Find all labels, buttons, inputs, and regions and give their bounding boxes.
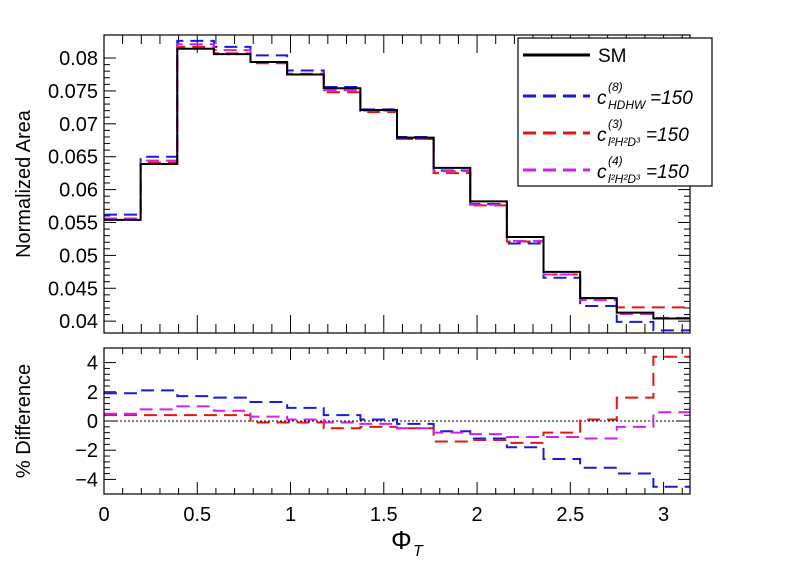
y-tick-label: −4 — [75, 469, 98, 491]
x-axis-title: Φ T — [391, 525, 424, 560]
svg-text:(8): (8) — [608, 80, 623, 94]
ratio-y-ticks: −4 −2 0 2 4 — [75, 353, 690, 491]
svg-text:c: c — [597, 88, 607, 109]
svg-text:l²H²D³: l²H²D³ — [608, 172, 641, 186]
main-y-ticks: 0.04 0.045 0.05 0.055 0.06 0.065 0.07 0.075 0.08 — [48, 48, 690, 333]
y-tick-label: 0 — [87, 411, 98, 433]
svg-text:T: T — [413, 543, 424, 560]
y-tick-label: 0.065 — [48, 147, 98, 169]
legend-box — [517, 37, 713, 187]
y-tick-label: −2 — [75, 440, 98, 462]
legend-label-l2h2d3-4: c (4) l²H²D³ =150 — [597, 154, 689, 186]
ratio-ylabel: % Difference — [13, 364, 35, 478]
main-panel: 0.04 0.045 0.05 0.055 0.06 0.065 0.07 0.075 0.08… — [13, 34, 691, 334]
y-tick-label: 0.06 — [59, 180, 98, 202]
svg-text:c: c — [597, 162, 607, 183]
main-ylabel: Normalized Area — [13, 109, 35, 258]
legend: SM c (8) HDHW =150 c (3) l²H²D³ =150 c (… — [517, 37, 713, 187]
y-tick-label: 2 — [87, 382, 98, 404]
legend-label-l2h2d3-3: c (3) l²H²D³ =150 — [597, 117, 689, 149]
ratio-x-ticks: 0 0.5 1 1.5 2 2.5 3 — [98, 348, 683, 526]
y-tick-label: 0.08 — [59, 48, 98, 70]
ratio-panel: −4 −2 0 2 4 0 0.5 1 1.5 2 2.5 3 % Difference — [13, 347, 691, 526]
svg-text:c: c — [597, 125, 607, 146]
x-tick-label: 0 — [98, 504, 109, 526]
y-tick-label: 0.045 — [48, 278, 98, 300]
series-l2h2d3_3-ratio — [104, 355, 690, 444]
ratio-frame — [103, 347, 691, 495]
svg-text:=150: =150 — [646, 125, 689, 146]
ratio-series-group — [104, 355, 690, 488]
x-tick-label: 0.5 — [183, 504, 211, 526]
svg-text:=150: =150 — [650, 88, 693, 109]
series-hdhw-ratio — [104, 389, 690, 488]
x-tick-label: 1 — [285, 504, 296, 526]
svg-text:Φ: Φ — [391, 525, 412, 555]
svg-text:l²H²D³: l²H²D³ — [608, 135, 641, 149]
x-tick-label: 1.5 — [370, 504, 398, 526]
series-sm-main — [104, 47, 690, 320]
y-tick-label: 0.075 — [48, 81, 98, 103]
x-tick-label: 2.5 — [556, 504, 584, 526]
svg-text:(3): (3) — [608, 117, 623, 131]
legend-label-hdhw: c (8) HDHW =150 — [597, 80, 693, 112]
x-tick-label: 3 — [658, 504, 669, 526]
svg-text:=150: =150 — [646, 162, 689, 183]
main-series-group — [104, 39, 690, 332]
y-tick-label: 4 — [87, 353, 98, 375]
svg-text:(4): (4) — [608, 154, 623, 168]
legend-label-sm: SM — [598, 46, 627, 67]
y-tick-label: 0.04 — [59, 311, 98, 333]
y-tick-label: 0.055 — [48, 212, 98, 234]
x-tick-label: 2 — [471, 504, 482, 526]
y-tick-label: 0.07 — [59, 114, 98, 136]
svg-text:HDHW: HDHW — [608, 98, 647, 112]
y-tick-label: 0.05 — [59, 245, 98, 267]
